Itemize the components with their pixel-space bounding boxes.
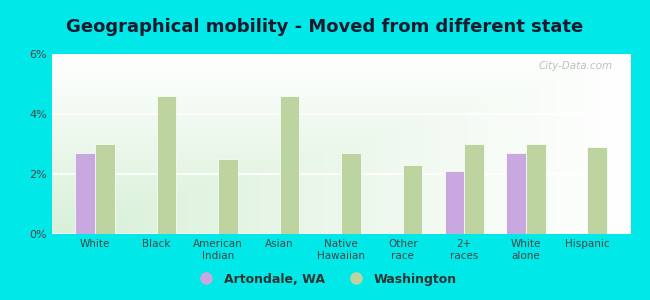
- Legend: Artondale, WA, Washington: Artondale, WA, Washington: [188, 268, 462, 291]
- Text: Geographical mobility - Moved from different state: Geographical mobility - Moved from diffe…: [66, 18, 584, 36]
- Bar: [403, 165, 422, 234]
- Text: City-Data.com: City-Data.com: [539, 61, 613, 71]
- Bar: [95, 144, 115, 234]
- Bar: [526, 144, 545, 234]
- Bar: [506, 153, 526, 234]
- Bar: [157, 96, 176, 234]
- Bar: [218, 159, 238, 234]
- Bar: [280, 96, 300, 234]
- Bar: [588, 147, 607, 234]
- Bar: [341, 153, 361, 234]
- Bar: [445, 171, 464, 234]
- Bar: [75, 153, 95, 234]
- Bar: [464, 144, 484, 234]
